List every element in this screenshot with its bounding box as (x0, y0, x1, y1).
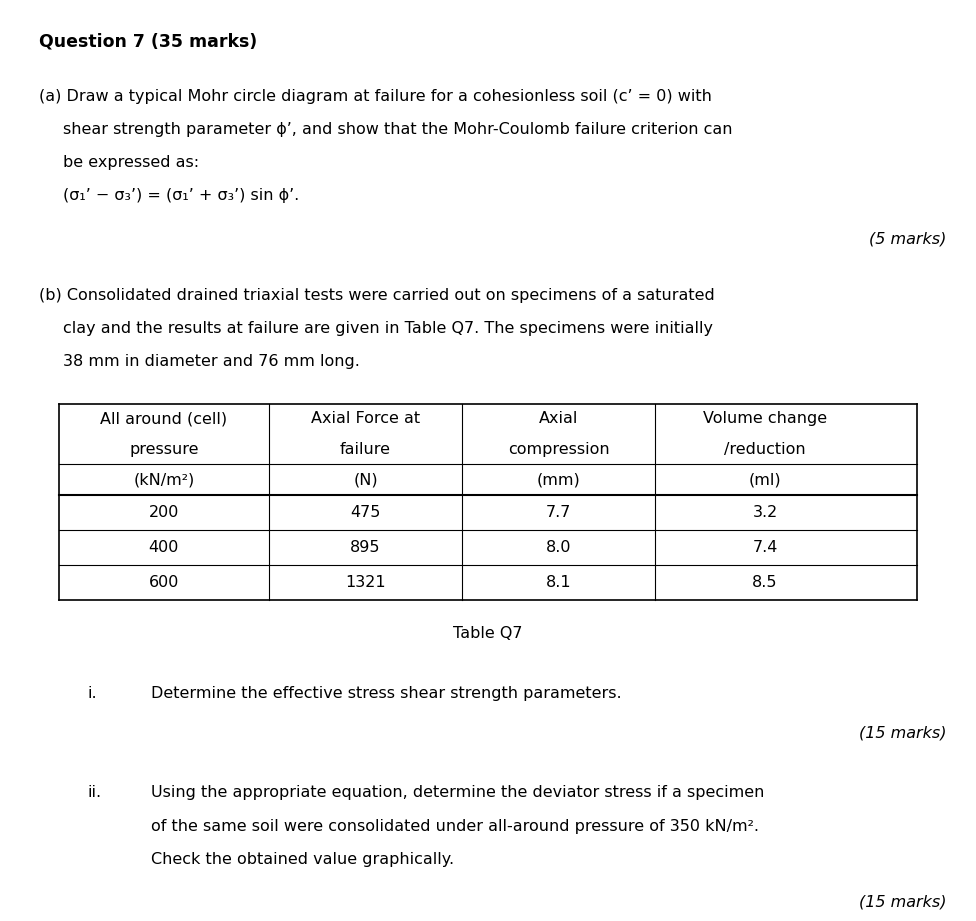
Text: Question 7 (35 marks): Question 7 (35 marks) (39, 32, 258, 51)
Text: ii.: ii. (88, 786, 102, 800)
Text: Using the appropriate equation, determine the deviator stress if a specimen: Using the appropriate equation, determin… (151, 786, 764, 800)
Text: (b) Consolidated drained triaxial tests were carried out on specimens of a satur: (b) Consolidated drained triaxial tests … (39, 287, 714, 302)
Text: compression: compression (508, 442, 610, 457)
Text: Check the obtained value graphically.: Check the obtained value graphically. (151, 852, 455, 867)
Text: 3.2: 3.2 (752, 505, 778, 519)
Text: 38 mm in diameter and 76 mm long.: 38 mm in diameter and 76 mm long. (63, 354, 360, 368)
Text: Axial: Axial (539, 412, 579, 426)
Text: (15 marks): (15 marks) (859, 895, 947, 910)
Text: shear strength parameter ϕ’, and show that the Mohr-Coulomb failure criterion ca: shear strength parameter ϕ’, and show th… (63, 122, 733, 136)
Text: Determine the effective stress shear strength parameters.: Determine the effective stress shear str… (151, 686, 622, 701)
Text: of the same soil were consolidated under all-around pressure of 350 kN/m².: of the same soil were consolidated under… (151, 819, 759, 834)
Text: (a) Draw a typical Mohr circle diagram at failure for a cohesionless soil (c’ = : (a) Draw a typical Mohr circle diagram a… (39, 88, 712, 103)
Text: 600: 600 (148, 575, 179, 589)
Text: (σ₁’ − σ₃’) = (σ₁’ + σ₃’) sin ϕ’.: (σ₁’ − σ₃’) = (σ₁’ + σ₃’) sin ϕ’. (63, 188, 300, 203)
Text: 400: 400 (148, 540, 179, 554)
Text: failure: failure (340, 442, 391, 457)
Text: (N): (N) (353, 472, 378, 487)
Text: 475: 475 (350, 505, 381, 519)
Text: Volume change: Volume change (703, 412, 827, 426)
Text: 7.7: 7.7 (547, 505, 572, 519)
Text: Axial Force at: Axial Force at (311, 412, 421, 426)
Text: (15 marks): (15 marks) (859, 726, 947, 740)
Text: (5 marks): (5 marks) (870, 231, 947, 246)
Text: 200: 200 (148, 505, 179, 519)
Text: 1321: 1321 (346, 575, 386, 589)
Text: clay and the results at failure are given in Table Q7. The specimens were initia: clay and the results at failure are give… (63, 321, 713, 335)
Text: All around (cell): All around (cell) (101, 412, 227, 426)
Text: 8.0: 8.0 (547, 540, 572, 554)
Text: Table Q7: Table Q7 (453, 626, 523, 641)
Text: (mm): (mm) (537, 472, 581, 487)
Text: 8.5: 8.5 (752, 575, 778, 589)
Text: (kN/m²): (kN/m²) (133, 472, 194, 487)
Text: 895: 895 (350, 540, 381, 554)
Text: 7.4: 7.4 (752, 540, 778, 554)
Text: be expressed as:: be expressed as: (63, 155, 199, 169)
Text: pressure: pressure (129, 442, 198, 457)
Text: i.: i. (88, 686, 98, 701)
Text: /reduction: /reduction (724, 442, 806, 457)
Text: 8.1: 8.1 (546, 575, 572, 589)
Text: (ml): (ml) (749, 472, 782, 487)
